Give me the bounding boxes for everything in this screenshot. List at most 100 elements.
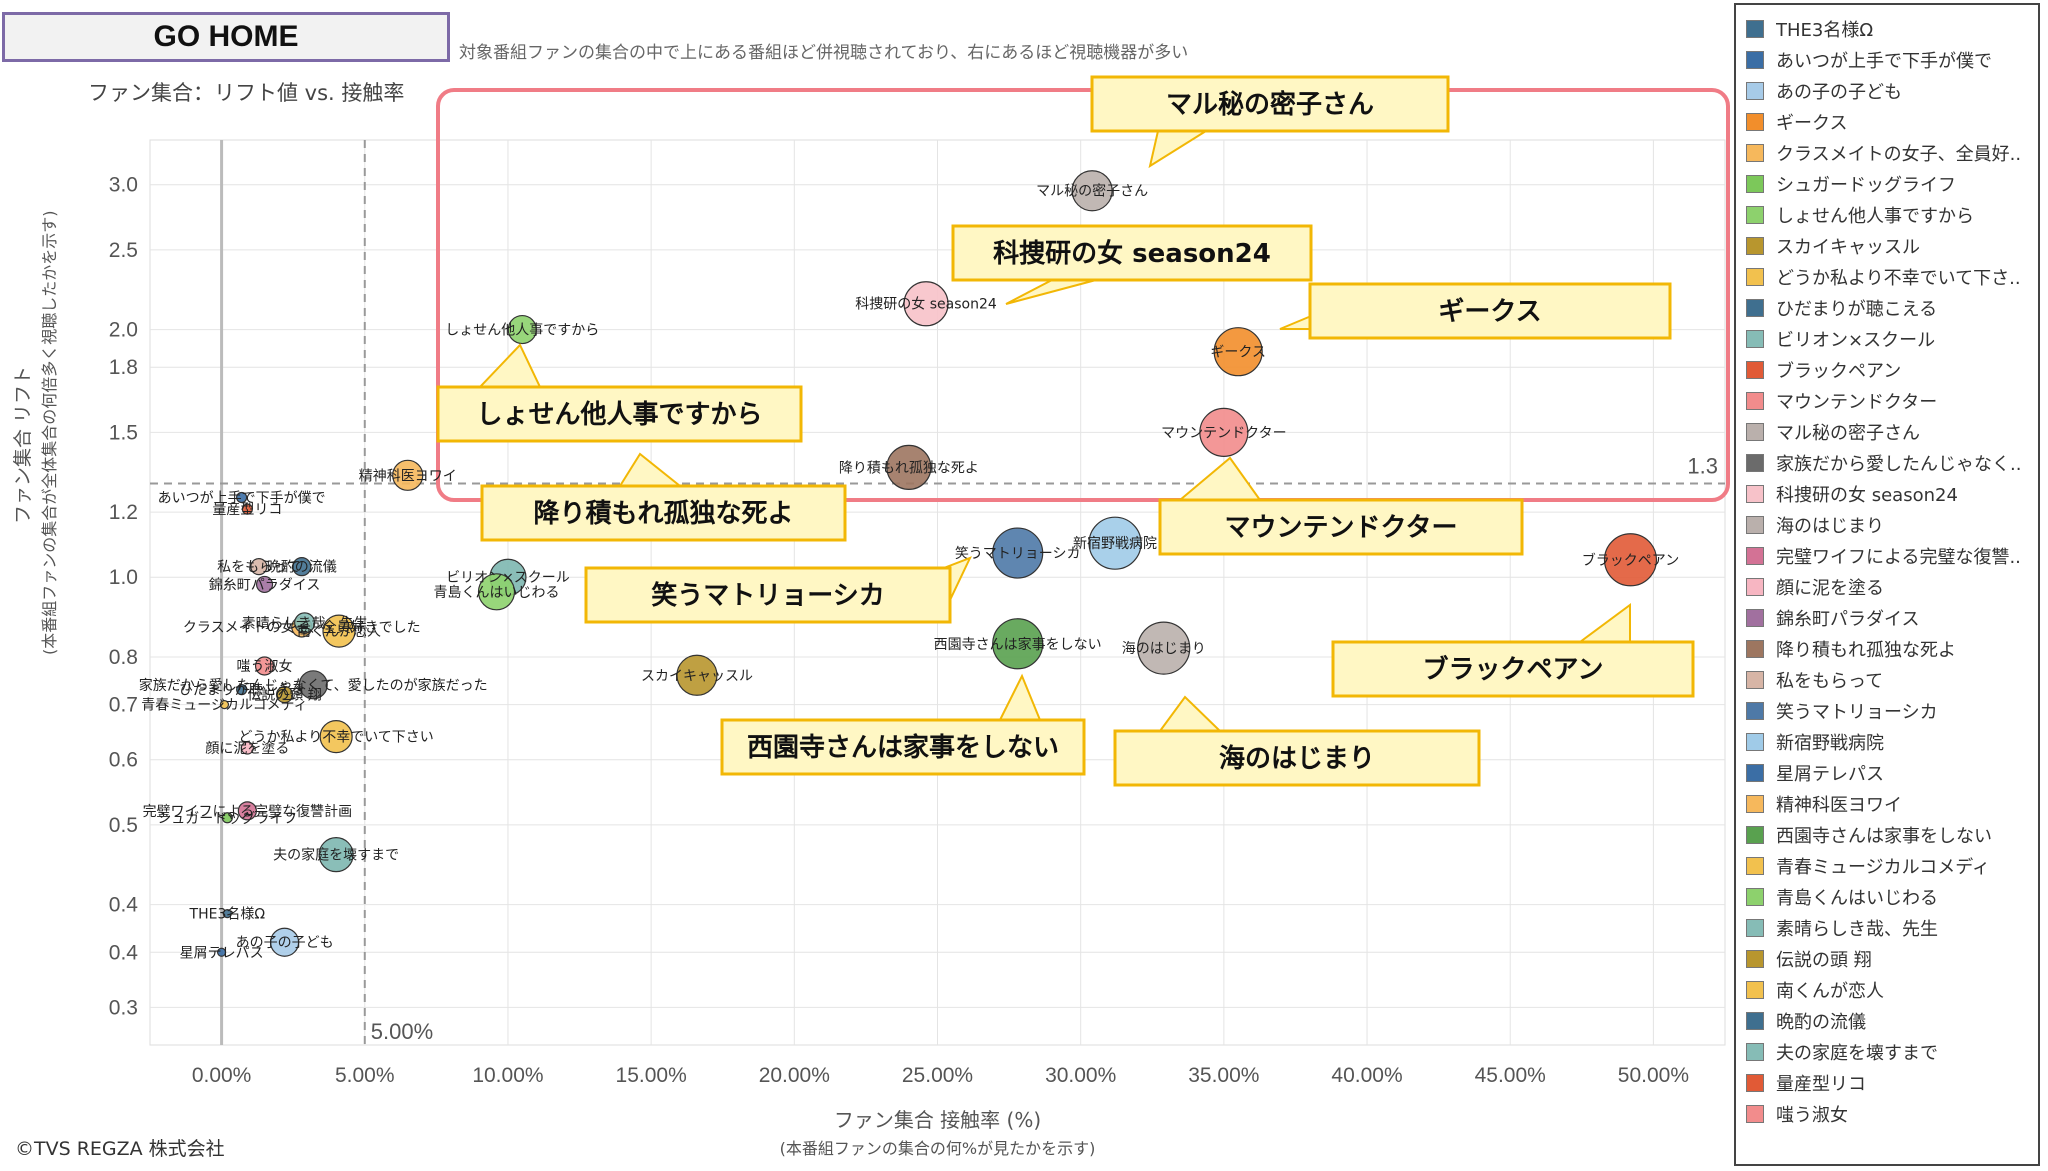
data-point: 私をもらって <box>250 558 268 576</box>
callout-text: ブラックペアン <box>1423 654 1604 685</box>
legend-item[interactable]: 晩酌の流儀 <box>1736 1005 2038 1036</box>
x-tick-label: 15.00% <box>616 1064 687 1087</box>
data-point: 伝説の頭 翔 <box>275 685 294 704</box>
legend-item[interactable]: 私をもらって <box>1736 664 2038 695</box>
legend-label: あいつが上手で下手が僕で <box>1776 50 1992 72</box>
legend-label: 青春ミュージカルコメディ <box>1776 856 1991 878</box>
data-point: マル秘の密子さん <box>1071 170 1113 212</box>
data-point: マウンテンドクター <box>1199 407 1249 457</box>
legend-swatch <box>1746 639 1764 658</box>
point-label: どうか私より不幸でいて下さい <box>238 730 433 746</box>
legend-item[interactable]: 科捜研の女 season24 <box>1736 478 2038 509</box>
y-tick-label: 1.8 <box>109 356 138 379</box>
go-home-button[interactable]: GO HOME <box>2 12 450 62</box>
legend-label: 海のはじまり <box>1776 515 1884 537</box>
callout-text: 西園寺さんは家事をしない <box>747 732 1059 763</box>
point-label: マウンテンドクター <box>1161 425 1286 441</box>
x-tick-label: 25.00% <box>902 1064 973 1087</box>
data-point: 南くんが恋人 <box>322 614 356 648</box>
point-label: ひだまりが聴こえる <box>179 683 304 699</box>
callout-text: マウンテンドクター <box>1225 513 1458 543</box>
legend-item[interactable]: シュガードッグライフ <box>1736 168 2038 199</box>
legend-swatch <box>1746 794 1764 813</box>
legend-item[interactable]: 海のはじまり <box>1736 509 2038 540</box>
legend-item[interactable]: 降り積もれ孤独な死よ <box>1736 633 2038 664</box>
legend-swatch <box>1746 298 1764 317</box>
data-point: 星屑テレパス <box>216 947 227 957</box>
legend-item[interactable]: 量産型リコ <box>1736 1067 2038 1098</box>
callout: 科捜研の女 season24 <box>951 224 1313 305</box>
legend-item[interactable]: しょせん他人事ですから <box>1736 199 2038 230</box>
legend-label: しょせん他人事ですから <box>1776 205 1974 227</box>
legend-item[interactable]: 素晴らしき哉、先生 <box>1736 912 2038 943</box>
legend-item[interactable]: ひだまりが聴こえる <box>1736 292 2038 323</box>
legend-item[interactable]: 青春ミュージカルコメディ <box>1736 850 2038 881</box>
legend-item[interactable]: 家族だから愛したんじゃなく.. <box>1736 447 2038 478</box>
legend-label: 科捜研の女 season24 <box>1776 484 1958 506</box>
legend-item[interactable]: 完璧ワイフによる完璧な復讐.. <box>1736 540 2038 571</box>
point-label: 伝説の頭 翔 <box>247 688 321 704</box>
legend-item[interactable]: 西園寺さんは家事をしない <box>1736 819 2038 850</box>
legend-swatch <box>1746 918 1764 937</box>
legend-swatch <box>1746 825 1764 844</box>
legend-item[interactable]: 伝説の頭 翔 <box>1736 943 2038 974</box>
y-tick-label: 1.5 <box>109 421 138 444</box>
callout: ギークス <box>1279 282 1672 340</box>
legend-swatch <box>1746 1042 1764 1061</box>
data-point: 完璧ワイフによる完璧な復讐計画 <box>237 801 257 821</box>
legend-swatch <box>1746 453 1764 472</box>
legend-item[interactable]: 嗤う淑女 <box>1736 1098 2038 1129</box>
legend-swatch <box>1746 732 1764 751</box>
callout-box <box>1308 282 1672 340</box>
legend-label: 新宿野戦病院 <box>1776 732 1884 754</box>
legend-item[interactable]: ギークス <box>1736 106 2038 137</box>
legend-label: ひだまりが聴こえる <box>1776 298 1938 320</box>
legend-item[interactable]: ビリオン×スクール <box>1736 323 2038 354</box>
callout-box <box>1090 75 1450 133</box>
point-label: 量産型リコ <box>212 502 282 518</box>
legend-label: ギークス <box>1776 112 1848 134</box>
legend-item[interactable]: ブラックペアン <box>1736 354 2038 385</box>
legend-item[interactable]: クラスメイトの女子、全員好.. <box>1736 137 2038 168</box>
callout-text: 海のはじまり <box>1219 744 1375 774</box>
legend-item[interactable]: 錦糸町パラダイス <box>1736 602 2038 633</box>
legend-item[interactable]: 新宿野戦病院 <box>1736 726 2038 757</box>
y-tick-label: 0.7 <box>109 694 138 717</box>
scatter-chart[interactable]: 5.00%1.3 ブラックペアン海のはじまり新宿野戦病院笑うマトリョーシカ西園寺… <box>0 0 1730 1171</box>
callout-box <box>951 224 1313 282</box>
callout: ブラックペアン <box>1331 603 1695 698</box>
legend-label: 晩酌の流儀 <box>1776 1011 1866 1033</box>
legend-item[interactable]: 星屑テレパス <box>1736 757 2038 788</box>
highlight-box <box>436 88 1730 502</box>
legend-item[interactable]: あの子の子ども <box>1736 75 2038 106</box>
y-tick-label: 1.0 <box>109 566 138 589</box>
legend-label: 南くんが恋人 <box>1776 980 1884 1002</box>
point-label: シュガードッグライフ <box>157 811 297 827</box>
point-label: ビリオン×スクール <box>446 570 570 586</box>
legend-item[interactable]: あいつが上手で下手が僕で <box>1736 44 2038 75</box>
callout: 海のはじまり <box>1113 695 1481 787</box>
data-point: シュガードッグライフ <box>221 812 233 824</box>
legend-item[interactable]: どうか私より不幸でいて下さ.. <box>1736 261 2038 292</box>
legend-item[interactable]: 南くんが恋人 <box>1736 974 2038 1005</box>
legend-item[interactable]: 顔に泥を塗る <box>1736 571 2038 602</box>
callout: しょせん他人事ですから <box>436 343 803 443</box>
legend-label: マウンテンドクター <box>1776 391 1938 413</box>
legend-label: 錦糸町パラダイス <box>1776 608 1920 630</box>
point-label: 降り積もれ孤独な死よ <box>839 460 979 476</box>
legend-item[interactable]: THE3名様Ω <box>1736 13 2038 44</box>
legend-item[interactable]: 笑うマトリョーシカ <box>1736 695 2038 726</box>
legend-item[interactable]: 夫の家庭を壊すまで <box>1736 1036 2038 1067</box>
point-label: 精神科医ヨワイ <box>359 468 457 484</box>
legend-swatch <box>1746 515 1764 534</box>
legend-item[interactable]: マル秘の密子さん <box>1736 416 2038 447</box>
legend-item[interactable]: 精神科医ヨワイ <box>1736 788 2038 819</box>
y-axis-sublabel: (本番組ファンの集合が全体集合の何倍多く視聴したかを示す) <box>40 210 59 656</box>
point-label: 笑うマトリョーシカ <box>955 546 1081 562</box>
point-label: しょせん他人事ですから <box>445 323 599 339</box>
legend-item[interactable]: マウンテンドクター <box>1736 385 2038 416</box>
legend-item[interactable]: スカイキャッスル <box>1736 230 2038 261</box>
legend-item[interactable]: 青島くんはいじわる <box>1736 881 2038 912</box>
point-label: スカイキャッスル <box>641 668 753 684</box>
x-reference-label: 5.00% <box>371 1019 433 1044</box>
